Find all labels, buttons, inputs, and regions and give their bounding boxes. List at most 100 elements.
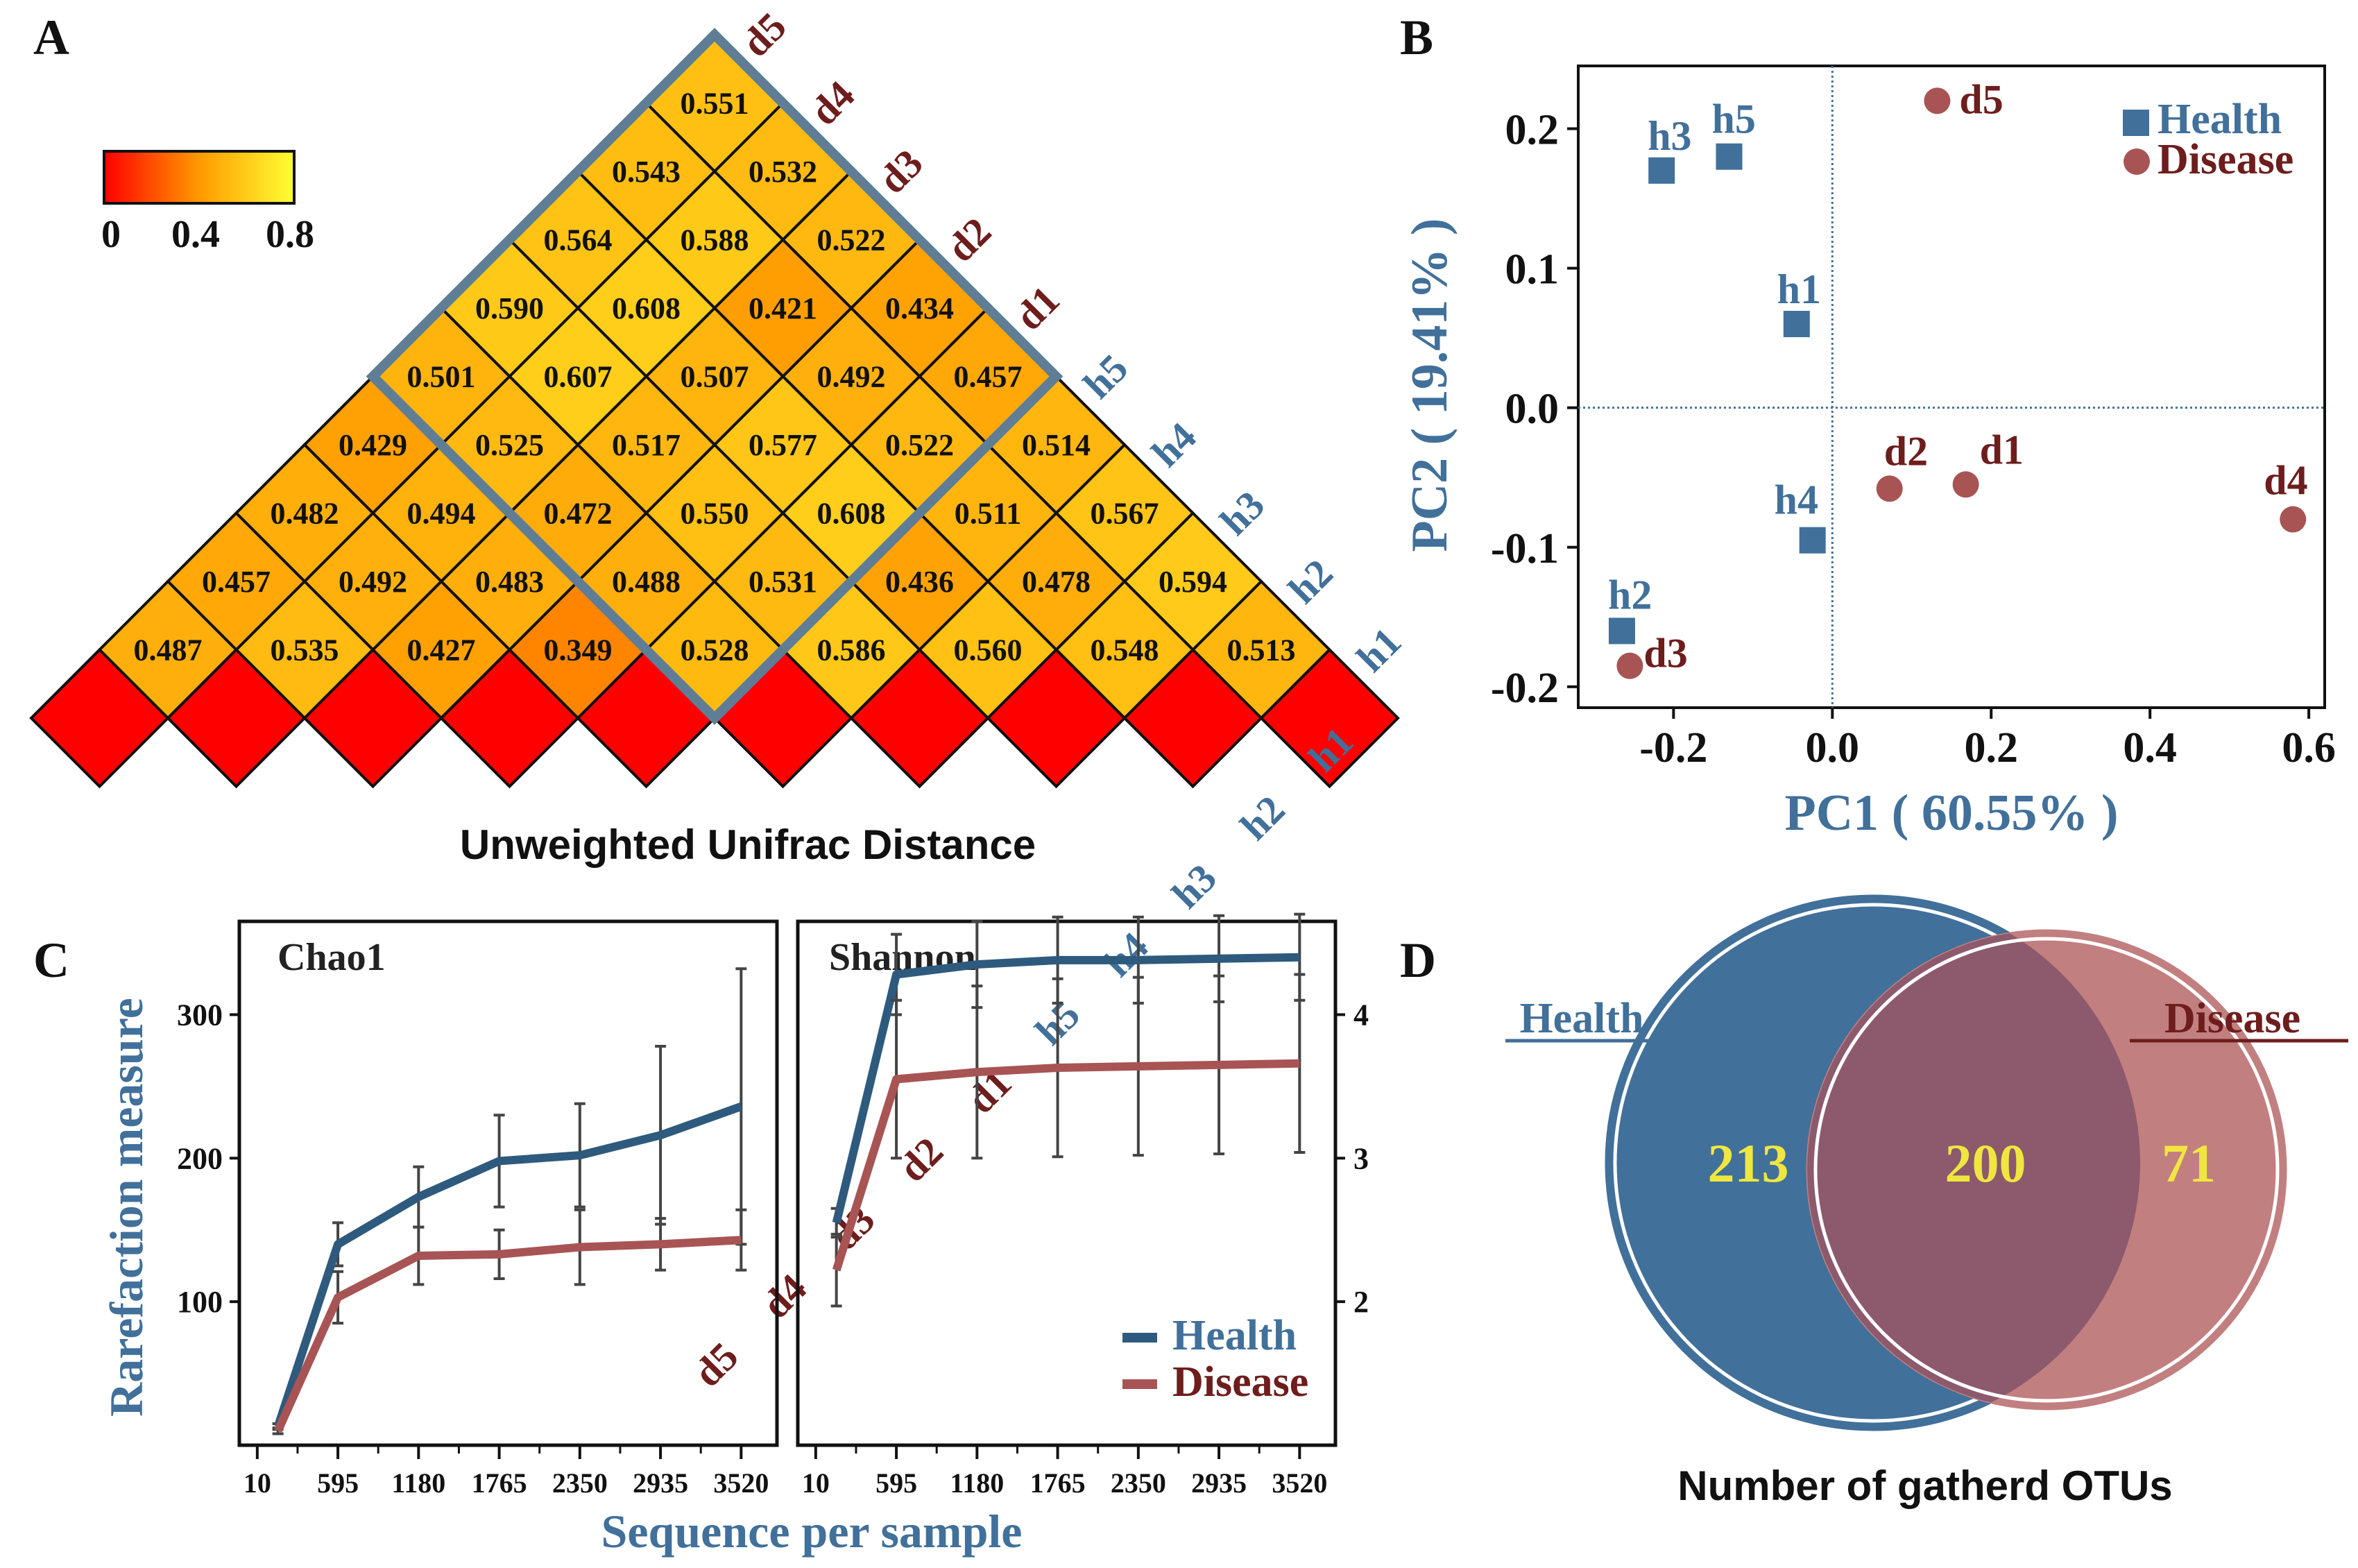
rarefaction-x-tick-label: 1180 [391, 1467, 445, 1499]
legend-health-square-icon [2123, 110, 2149, 136]
heatmap-value: 0.507 [681, 360, 749, 394]
panel-a-heatmap: 0.5130.5940.5670.5140.4570.4340.5220.532… [29, 3, 1410, 1395]
panel-c-rarefaction: Chao1 Shannon 10 595 1180 1765 2350 2935 35201… [100, 912, 1369, 1558]
pcoa-x-tick-label: 0.6 [2282, 724, 2336, 772]
heatmap-value: 0.560 [954, 633, 1023, 667]
pcoa-point-disease [1876, 475, 1903, 502]
rarefaction-legend-disease: Disease [1172, 1358, 1308, 1406]
rarefaction-line-disease [832, 1059, 1300, 1272]
heatmap-value: 0.517 [612, 428, 681, 462]
heatmap-value: 0.551 [681, 87, 749, 121]
pcoa-point-label: h5 [1711, 96, 1755, 142]
heatmap-value: 0.436 [885, 565, 954, 599]
rarefaction-y-tick-label: 2 [1353, 1285, 1369, 1319]
rarefaction-y-tick-label: 300 [177, 998, 223, 1032]
colorbar-tick-2: 0.8 [266, 213, 314, 256]
pcoa-y-tick-label: 0.1 [1505, 246, 1560, 293]
heatmap-value: 0.522 [817, 223, 886, 257]
heatmap-diagonal-cell [29, 647, 170, 789]
rarefaction-legend: Health Disease [1122, 1312, 1308, 1406]
panel-b-pcoa: -0.2 0.0 0.2 0.4 0.6 0.2 0.1 0.0 -0.1 -0.2 h1 h2 h3… [1401, 65, 2336, 842]
heatmap-value: 0.594 [1159, 565, 1227, 599]
rarefaction-line-health [273, 1102, 743, 1428]
panel-d-venn: Health Disease 213 200 71 Number of gath… [1505, 894, 2348, 1509]
pcoa-point-disease [2280, 506, 2307, 533]
rarefaction-line-disease [274, 1236, 742, 1433]
panel-letter-c: C [33, 932, 69, 988]
heatmap-value: 0.607 [544, 360, 613, 394]
rarefaction-x-tick-label: 2350 [552, 1467, 608, 1499]
pcoa-point-label: d2 [1884, 428, 1928, 474]
heatmap-value: 0.511 [955, 497, 1022, 531]
rarefaction-x-tick-label: 595 [875, 1467, 917, 1499]
pcoa-x-tick-label: -0.2 [1639, 724, 1707, 772]
pcoa-point-health [1608, 617, 1635, 645]
heatmap-value: 0.532 [749, 155, 817, 189]
heatmap-diagonal-cell [439, 647, 580, 789]
rarefaction-y-tick-label: 4 [1353, 998, 1369, 1032]
venn-intersection-count: 200 [1945, 1133, 2026, 1193]
panel-letter-a: A [33, 10, 69, 65]
rarefaction-y-label: Rarefaction measure [100, 998, 153, 1417]
venn-disease-label: Disease [2164, 995, 2300, 1042]
heatmap-value: 0.488 [612, 565, 681, 599]
legend-disease-label: Disease [2158, 136, 2293, 183]
heatmap-value: 0.472 [544, 497, 613, 531]
heatmap-diagonal-cell [302, 647, 443, 789]
pcoa-point-label: d4 [2264, 458, 2307, 504]
health-disease-block-frame [366, 28, 1063, 725]
rarefaction-x-tick-label: 2350 [1111, 1467, 1166, 1499]
heatmap-value: 0.577 [749, 428, 817, 462]
heatmap-value: 0.429 [339, 428, 407, 462]
heatmap-value: 0.483 [475, 565, 544, 599]
heatmap-value: 0.494 [407, 497, 476, 531]
pcoa-point-health [1783, 311, 1810, 338]
pcoa-x-label: PC1 ( 60.55% ) [1785, 785, 2119, 842]
rarefaction-x-tick-label: 3520 [1272, 1467, 1327, 1499]
rarefaction-y-tick-label: 200 [177, 1141, 223, 1175]
panel-letter-d: D [1400, 932, 1436, 988]
legend-disease-circle-icon [2124, 148, 2150, 175]
pcoa-point-label: h4 [1775, 477, 1818, 523]
pcoa-point-health [1716, 143, 1743, 170]
pcoa-x-tick-label: 0.2 [1964, 724, 2018, 772]
heatmap-value: 0.513 [1227, 633, 1296, 667]
heatmap-value: 0.608 [817, 497, 886, 531]
heatmap-value: 0.528 [681, 633, 749, 667]
heatmap-diagonal-cell [1122, 647, 1263, 789]
heatmap-value: 0.588 [681, 223, 749, 257]
heatmap-value: 0.564 [544, 223, 613, 257]
rarefaction-x-tick-label: 1765 [472, 1467, 527, 1499]
rarefaction-x-tick-label: 3520 [713, 1467, 769, 1499]
venn-disease-inner-ring [1813, 937, 2280, 1403]
pcoa-point-health [1799, 527, 1826, 554]
heatmap-value: 0.548 [1091, 633, 1159, 667]
pcoa-point-disease [1924, 87, 1951, 114]
rarefaction-x-tick-label: 595 [317, 1467, 359, 1499]
heatmap-value: 0.434 [885, 291, 954, 325]
colorbar-tick-1: 0.4 [171, 213, 220, 256]
pcoa-y-tick-label: 0.2 [1505, 106, 1560, 153]
rarefaction-y-tick-label: 3 [1353, 1141, 1369, 1175]
heatmap-value: 0.421 [749, 291, 817, 325]
rarefaction-x-tick-label: 10 [244, 1467, 271, 1499]
pcoa-y-label: PC2 ( 19.41% ) [1401, 219, 1458, 552]
heatmap-diagonal [29, 647, 1400, 789]
pcoa-plot-area [1577, 65, 2326, 709]
rarefaction-line-health [832, 953, 1300, 1224]
heatmap-value: 0.501 [407, 360, 476, 394]
heatmap-value: 0.586 [817, 633, 886, 667]
heatmap-diagonal-cell [849, 647, 990, 789]
rarefaction-x-tick-label: 2935 [633, 1467, 688, 1499]
heatmap-value: 0.543 [612, 155, 681, 189]
heatmap-value: 0.482 [271, 497, 339, 531]
colorbar [103, 150, 296, 205]
heatmap-value: 0.535 [271, 633, 339, 667]
heatmap-value: 0.567 [1091, 497, 1159, 531]
pcoa-point-disease [1952, 471, 1979, 498]
colorbar-tick-0: 0 [101, 213, 121, 256]
pcoa-y-tick-label: 0.0 [1505, 386, 1560, 433]
pcoa-axes: -0.2 0.0 0.2 0.4 0.6 0.2 0.1 0.0 -0.1 -0.2 [1491, 66, 2336, 772]
chao1-title: Chao1 [277, 936, 386, 979]
